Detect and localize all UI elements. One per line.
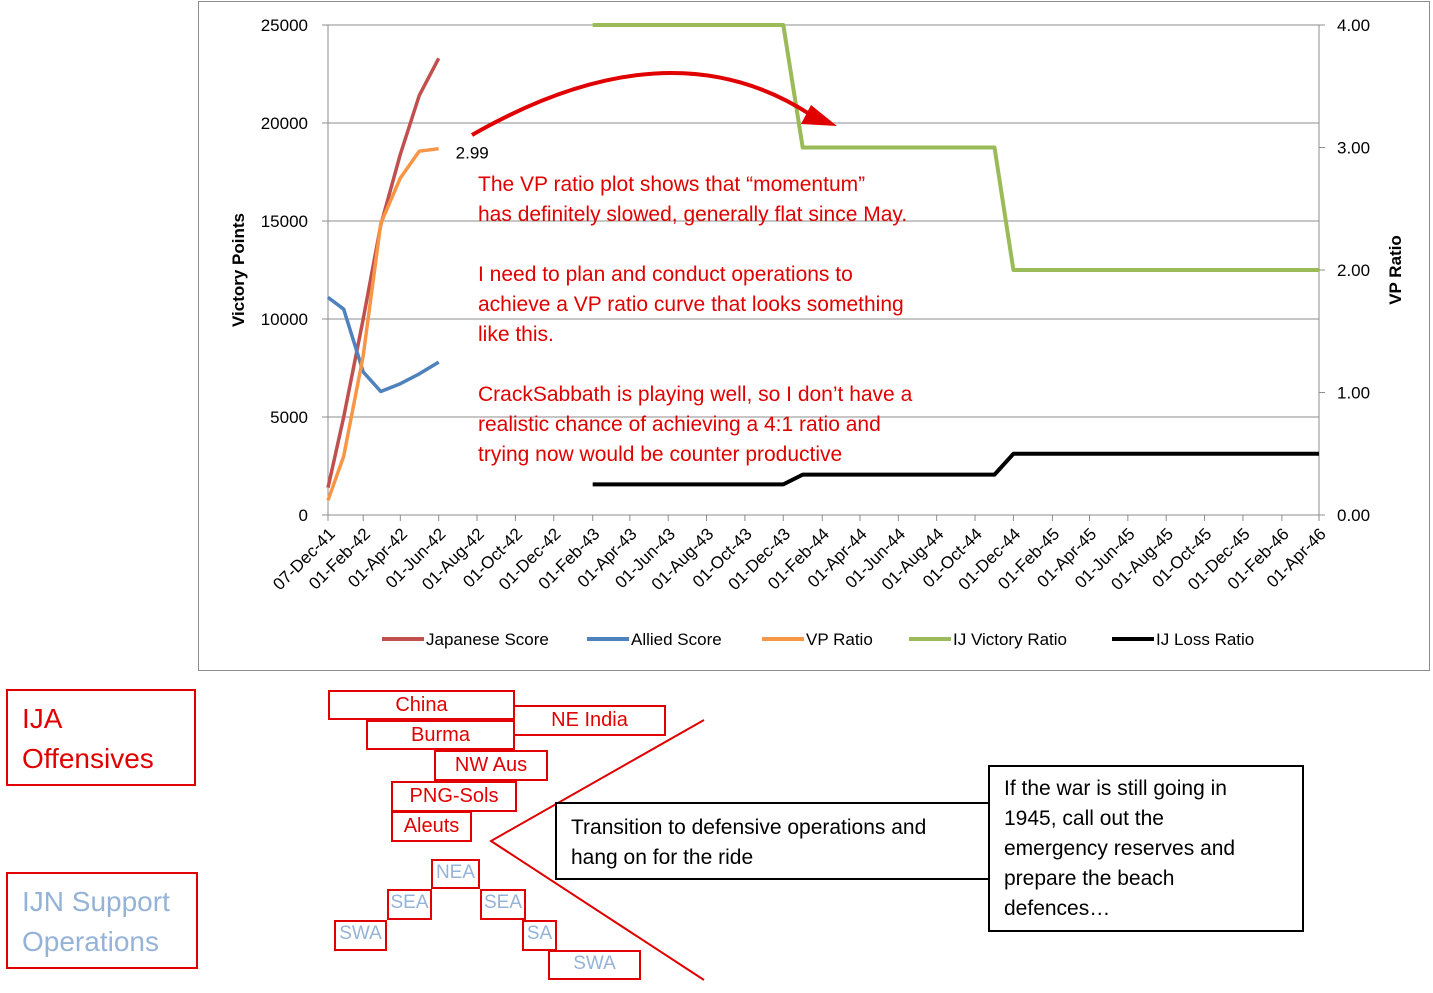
y-left-tick-label: 0 (299, 506, 308, 525)
ijn-box-sea-1: SEA (387, 889, 432, 920)
momentum-arrowhead (801, 105, 837, 126)
ija-box-nw-aus: NW Aus (434, 750, 548, 781)
y-left-tick-label: 5000 (270, 408, 308, 427)
series-line-ij-victory-ratio (592, 23, 1319, 272)
vp-chart: 0 5000 10000 15000 20000 25000 0.00 1.00 2.00 3.0… (229, 16, 1405, 649)
series-line-ij-loss-ratio (592, 451, 1319, 487)
ijn-box-sea-2: SEA (480, 889, 526, 920)
y-right-tick-label: 0.00 (1337, 506, 1370, 525)
ija-offensives-label: IJA Offensives (6, 689, 196, 786)
ija-box-china: China (328, 690, 515, 720)
ijn-support-label: IJN Support Operations (6, 872, 198, 969)
ija-box-png-sols: PNG-Sols (391, 781, 517, 812)
ijn-box-swa-2: SWA (548, 950, 641, 980)
y-right-axis-title: VP Ratio (1386, 235, 1405, 305)
ijn-box-swa-1: SWA (334, 920, 387, 951)
y-left-tick-label: 10000 (261, 310, 308, 329)
ijn-box-sa: SA (522, 920, 557, 951)
analysis-note: The VP ratio plot shows that “momentum” … (478, 173, 913, 466)
y-left-axis-title: Victory Points (229, 213, 248, 327)
reserve-note: If the war is still going in 1945, call … (988, 765, 1304, 932)
ija-box-aleuts: Aleuts (391, 811, 472, 842)
series-line-allied-score (326, 296, 440, 394)
transition-note: Transition to defensive operations and h… (555, 802, 992, 880)
ija-box-burma: Burma (366, 720, 515, 750)
ijn-box-nea: NEA (431, 859, 480, 889)
momentum-arrow (471, 71, 813, 137)
ija-box-ne-india: NE India (513, 705, 666, 736)
y-right-tick-label: 2.00 (1337, 261, 1370, 280)
y-right-tick-label: 4.00 (1337, 16, 1370, 35)
vp-ratio-data-label: 2.99 (456, 144, 489, 163)
y-left-tick-label: 20000 (261, 114, 308, 133)
series-line-vp-ratio (326, 146, 439, 501)
legend-label: Allied Score (631, 630, 722, 649)
legend-label: IJ Victory Ratio (953, 630, 1067, 649)
legend-label: IJ Loss Ratio (1156, 630, 1254, 649)
y-left-tick-label: 15000 (261, 212, 308, 231)
chart-frame: 0 5000 10000 15000 20000 25000 0.00 1.00 2.00 3.0… (198, 1, 1430, 671)
y-right-tick-label: 1.00 (1337, 384, 1370, 403)
legend-label: VP Ratio (806, 630, 873, 649)
y-right-tick-label: 3.00 (1337, 139, 1370, 158)
y-left-tick-label: 25000 (261, 16, 308, 35)
legend-label: Japanese Score (426, 630, 549, 649)
